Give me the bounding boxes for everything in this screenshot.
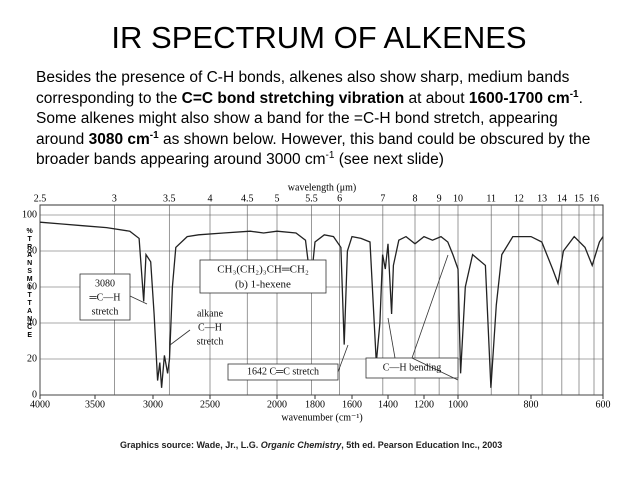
annotation: 1642 C═C stretch [247,366,319,377]
text-segment: , 5th ed. Pearson Education Inc., 2003 [341,440,503,450]
annotation: ═C—H [89,292,121,303]
annotation-pointer [129,295,148,305]
x-tick-label: 4000 [30,399,50,410]
x-tick-label: 600 [596,399,611,410]
body-line: around 3080 cm-1 as shown below. However… [36,130,590,151]
x2-tick-label: 8 [413,193,418,204]
x-tick-label: 1000 [448,399,468,410]
y-tick-label: 0 [32,389,37,400]
x-axis-label: wavenumber (cm⁻¹) [281,412,362,423]
annotation: C—H [198,322,222,333]
y-axis-label: %TRANSMITTANCE [25,228,33,340]
text-segment: . [578,89,583,107]
text-segment: Organic Chemistry [260,440,342,450]
x-tick-label: 800 [524,399,539,410]
annotation-box [199,259,327,294]
x2-tick-label: 11 [486,193,496,204]
x-tick-label: 1600 [342,399,362,410]
annotation-pointer [387,317,396,359]
annotation-box [79,273,131,321]
y-tick-label: 80 [27,245,37,256]
x2-tick-label: 16 [589,193,599,204]
text-segment: at about [404,89,469,107]
spectrum-line [39,221,604,388]
annotation: 3080 [95,278,115,289]
slide-title: IR SPECTRUM OF ALKENES [111,20,527,55]
annotation: (b) 1-hexene [235,279,291,291]
text-segment: Some alkenes might also show a band for … [36,110,558,127]
text-segment: Besides the presence of C-H bonds, alken… [36,69,570,86]
x2-tick-label: 6 [337,193,342,204]
x2-tick-label: 12 [514,193,524,204]
x-tick-label: 3500 [85,399,105,410]
body-line: Some alkenes might also show a band for … [36,109,590,130]
x2-tick-label: 7 [380,193,385,204]
text-segment: C=C bond stretching vibration [181,89,405,107]
annotation-pointer [411,254,449,359]
text-segment: as shown below. However, this band could… [158,130,591,148]
y-tick-label: 20 [27,353,37,364]
annotation-pointer [411,357,459,381]
text-segment: around [36,130,89,148]
annotation-pointer [169,329,191,346]
source-note: Graphics source: Wade, Jr., L.G. Organic… [120,440,502,450]
x-tick-label: 2000 [267,399,287,410]
x2-tick-label: 9 [437,193,442,204]
x2-tick-label: 5 [275,193,280,204]
annotation: alkane [197,308,224,319]
spectrum-chart: 0 20 40 60 80 100 4000 3500 3000 2500 2000 1800 1600… [22,182,611,423]
body-line: corresponding to the C=C bond stretching… [36,89,590,110]
y-tick-label: 40 [27,317,37,328]
text-segment: -1 [569,88,579,100]
y-tick-label: 60 [27,281,37,292]
x2-tick-label: 14 [557,193,567,204]
body-line: broader bands appearing around 3000 cm-1… [36,150,590,171]
text-segment: -1 [325,149,335,161]
x2-tick-label: 3 [112,193,117,204]
text-segment: broader bands appearing around 3000 cm [36,151,326,168]
annotation: CH₃(CH₂)₃CH═CH₂ [217,264,309,276]
annotation-pointer [337,344,349,373]
x-tick-label: 1400 [378,399,398,410]
x2-axis-label: wavelength (μm) [288,182,356,193]
text-segment: Graphics source: Wade, Jr., L.G. [120,440,261,450]
annotation: C—H bending [383,362,442,373]
x-tick-label: 2500 [200,399,220,410]
x2-tick-label: 2.5 [34,193,47,204]
x2-tick-label: 5.5 [305,193,318,204]
body-line: Besides the presence of C-H bonds, alken… [36,68,590,89]
x2-tick-label: 3.5 [163,193,176,204]
text-segment: corresponding to the [36,89,182,107]
text-segment: (see next slide) [334,151,444,168]
body-text: Besides the presence of C-H bonds, alken… [36,68,590,171]
x2-tick-label: 10 [453,193,463,204]
annotation: stretch [92,306,119,317]
x-tick-label: 1800 [305,399,325,410]
y-tick-label: 100 [22,209,37,220]
x2-tick-label: 15 [574,193,584,204]
text-segment: 3080 cm [88,130,150,148]
text-segment: -1 [149,129,159,141]
x-tick-label: 3000 [143,399,163,410]
x2-tick-label: 4 [208,193,213,204]
annotation: stretch [197,336,224,347]
x2-tick-label: 4.5 [241,193,254,204]
x-tick-label: 1200 [414,399,434,410]
text-segment: 1600-1700 cm [468,89,570,107]
x2-tick-label: 13 [537,193,547,204]
